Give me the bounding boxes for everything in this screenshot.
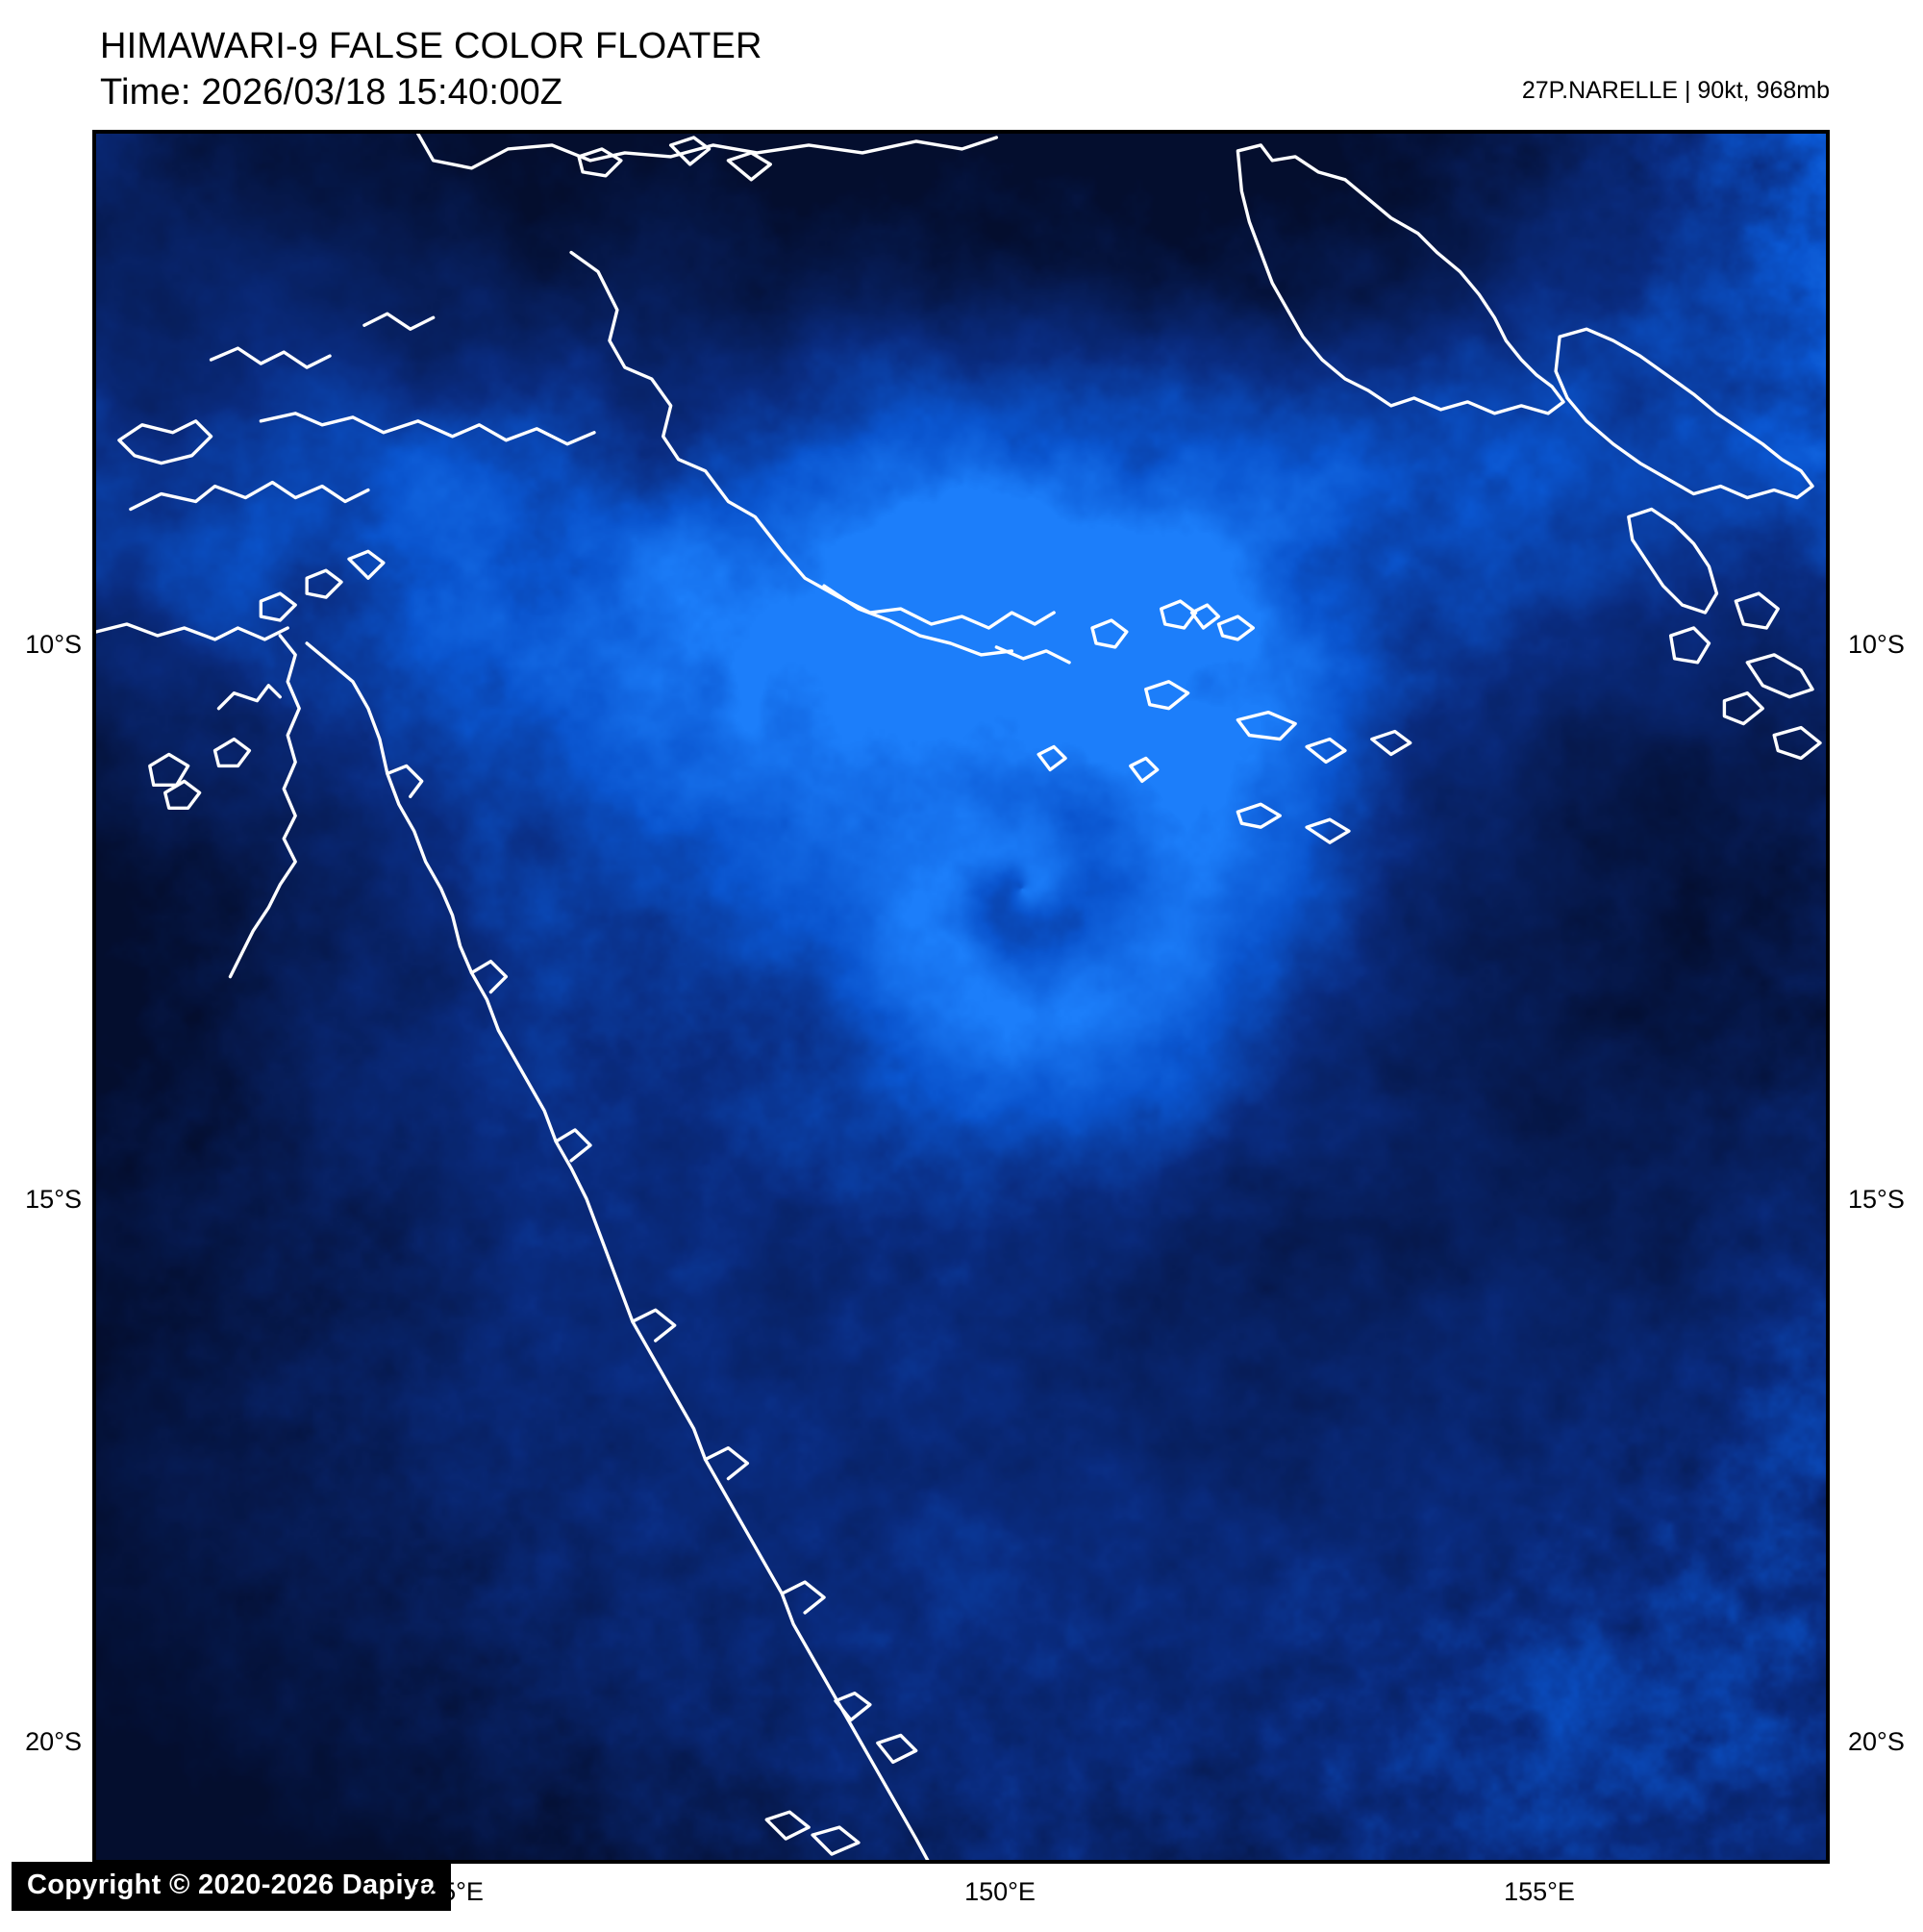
longitude-label-0: 145°E [412,1877,484,1906]
coastline-path-32 [228,634,301,979]
longitude-label-2: 155°E [1504,1877,1575,1906]
page-title: HIMAWARI-9 FALSE COLOR FLOATER [100,26,762,66]
coastline-path-49 [577,147,623,178]
coastline-path-43 [305,568,343,599]
coastline-path-19 [1554,327,1814,500]
coastline-path-1 [569,250,1056,630]
coastline-path-6 [117,419,213,465]
latitude-label-right-0: 10°S [1848,630,1905,659]
coastline-path-51 [726,151,772,182]
coastline-path-37 [469,959,509,994]
coastline-path-5 [362,312,436,331]
coastline-path-47 [764,1810,811,1841]
coastline-path-44 [347,549,386,580]
satellite-imagery [96,134,1826,1860]
longitude-label-1: 150°E [964,1877,1036,1906]
title-group: HIMAWARI-9 FALSE COLOR FLOATER Time: 202… [100,23,762,115]
coastline-path-2 [259,412,596,446]
coastline-path-29 [1236,802,1282,829]
coastline-path-22 [1734,591,1780,630]
coastline-path-0 [416,134,999,170]
timestamp-label: Time: 2026/03/18 15:40:00Z [100,72,563,113]
latitude-label-left-2: 20°S [25,1727,82,1756]
coastline-path-33 [216,684,282,711]
latitude-label-right-1: 15°S [1848,1185,1905,1214]
coastline-path-13 [1216,615,1256,641]
coastline-path-4 [209,346,332,369]
coastline-path-15 [1236,710,1297,741]
coastline-path-27 [1036,744,1067,772]
coastline-path-41 [780,1580,826,1615]
header-block: HIMAWARI-9 FALSE COLOR FLOATER Time: 202… [0,0,1923,130]
coastline-path-3 [129,480,370,512]
coastline-path-7 [212,737,252,768]
coastline-path-26 [1189,603,1221,630]
coastline-path-16 [1305,737,1347,765]
coastline-path-39 [631,1308,677,1342]
coastline-path-40 [703,1445,750,1481]
coastline-path-30 [1305,817,1351,844]
storm-info-label: 27P.NARELLE | 90kt, 968mb [1521,77,1830,104]
satellite-map-frame[interactable] [92,130,1830,1864]
coastline-overlay [96,134,1822,1860]
coastline-path-46 [876,1733,918,1765]
coastline-path-17 [1370,729,1412,757]
coastline-path-18 [1236,143,1565,415]
coastline-path-42 [259,591,297,622]
coastline-path-50 [668,136,712,166]
coastline-path-36 [386,764,424,799]
coastline-path-24 [1722,691,1764,726]
coastline-path-11 [1090,618,1129,649]
coastline-path-10 [994,645,1071,665]
latitude-label-left-0: 10°S [25,630,82,659]
coastline-path-14 [1144,680,1190,711]
coastline-path-28 [1129,756,1160,784]
coastline-path-21 [1668,626,1711,665]
coastline-path-25 [1772,725,1822,761]
latitude-label-left-1: 15°S [25,1185,82,1214]
coastline-path-45 [834,1691,872,1722]
coastline-path-8 [163,779,202,810]
coastline-path-23 [1745,653,1814,699]
coastline-path-9 [822,584,1013,657]
coastline-path-35 [305,641,930,1860]
coastline-path-20 [1627,507,1719,615]
coastline-path-48 [811,1825,861,1856]
coastline-path-34 [148,752,190,788]
latitude-label-right-2: 20°S [1848,1727,1905,1756]
coastline-path-31 [96,622,289,641]
copyright-banner: Copyright © 2020-2026 Dapiya [12,1862,451,1911]
coastline-path-12 [1159,599,1198,630]
coastline-path-38 [554,1128,592,1163]
